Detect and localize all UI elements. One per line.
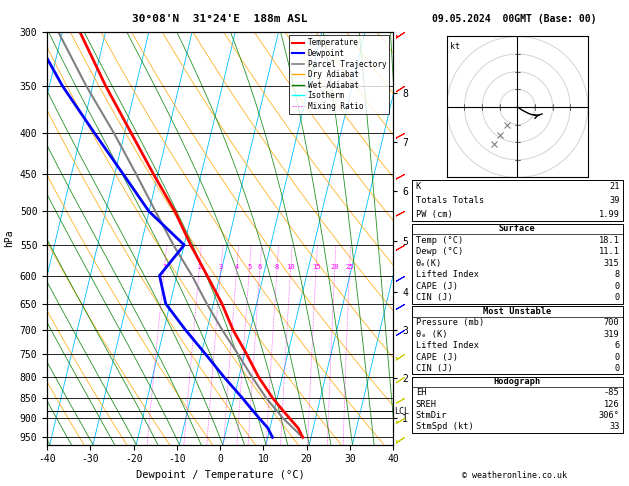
Text: Temp (°C): Temp (°C) bbox=[416, 236, 463, 244]
Text: Totals Totals: Totals Totals bbox=[416, 196, 484, 205]
Text: θₑ(K): θₑ(K) bbox=[416, 259, 442, 268]
Text: Hodograph: Hodograph bbox=[494, 378, 541, 386]
Text: 3: 3 bbox=[219, 264, 223, 270]
Text: Most Unstable: Most Unstable bbox=[483, 307, 552, 316]
Text: 10: 10 bbox=[286, 264, 295, 270]
Text: Dewp (°C): Dewp (°C) bbox=[416, 247, 463, 256]
Text: Lifted Index: Lifted Index bbox=[416, 341, 479, 350]
Text: 39: 39 bbox=[609, 196, 620, 205]
Text: K: K bbox=[416, 182, 421, 191]
Text: 315: 315 bbox=[604, 259, 620, 268]
Text: 0: 0 bbox=[615, 352, 620, 362]
Text: 1: 1 bbox=[162, 264, 166, 270]
Text: 18.1: 18.1 bbox=[599, 236, 620, 244]
Text: CIN (J): CIN (J) bbox=[416, 364, 452, 373]
Text: 30°08'N  31°24'E  188m ASL: 30°08'N 31°24'E 188m ASL bbox=[132, 14, 308, 24]
Text: -85: -85 bbox=[604, 388, 620, 398]
Text: 0: 0 bbox=[615, 364, 620, 373]
Text: 2: 2 bbox=[197, 264, 201, 270]
Text: 6: 6 bbox=[615, 341, 620, 350]
Text: LCL: LCL bbox=[394, 407, 409, 416]
Text: 4: 4 bbox=[235, 264, 239, 270]
Text: 0: 0 bbox=[615, 294, 620, 302]
Y-axis label: km
ASL: km ASL bbox=[417, 228, 432, 248]
Text: CIN (J): CIN (J) bbox=[416, 294, 452, 302]
Text: 25: 25 bbox=[345, 264, 353, 270]
Text: θₑ (K): θₑ (K) bbox=[416, 330, 447, 339]
Text: 700: 700 bbox=[604, 318, 620, 327]
Text: 6: 6 bbox=[258, 264, 262, 270]
Text: CAPE (J): CAPE (J) bbox=[416, 282, 458, 291]
Text: 126: 126 bbox=[604, 400, 620, 409]
Text: StmSpd (kt): StmSpd (kt) bbox=[416, 422, 474, 432]
Text: Surface: Surface bbox=[499, 225, 536, 233]
Text: 20: 20 bbox=[330, 264, 339, 270]
X-axis label: Dewpoint / Temperature (°C): Dewpoint / Temperature (°C) bbox=[136, 470, 304, 480]
Text: EH: EH bbox=[416, 388, 426, 398]
Text: 319: 319 bbox=[604, 330, 620, 339]
Text: 1.99: 1.99 bbox=[599, 210, 620, 219]
Y-axis label: hPa: hPa bbox=[4, 229, 14, 247]
Text: Pressure (mb): Pressure (mb) bbox=[416, 318, 484, 327]
Text: 0: 0 bbox=[615, 282, 620, 291]
Legend: Temperature, Dewpoint, Parcel Trajectory, Dry Adiabat, Wet Adiabat, Isotherm, Mi: Temperature, Dewpoint, Parcel Trajectory… bbox=[289, 35, 389, 114]
Text: 15: 15 bbox=[312, 264, 320, 270]
Text: 306°: 306° bbox=[599, 411, 620, 420]
Text: 21: 21 bbox=[609, 182, 620, 191]
Text: © weatheronline.co.uk: © weatheronline.co.uk bbox=[462, 471, 567, 480]
Text: PW (cm): PW (cm) bbox=[416, 210, 452, 219]
Text: CAPE (J): CAPE (J) bbox=[416, 352, 458, 362]
Text: SREH: SREH bbox=[416, 400, 437, 409]
Text: kt: kt bbox=[450, 42, 460, 51]
Text: 8: 8 bbox=[275, 264, 279, 270]
Text: 5: 5 bbox=[247, 264, 252, 270]
Text: 11.1: 11.1 bbox=[599, 247, 620, 256]
Text: 09.05.2024  00GMT (Base: 00): 09.05.2024 00GMT (Base: 00) bbox=[432, 14, 597, 24]
Text: Lifted Index: Lifted Index bbox=[416, 270, 479, 279]
Text: 8: 8 bbox=[615, 270, 620, 279]
Text: StmDir: StmDir bbox=[416, 411, 447, 420]
Text: 33: 33 bbox=[609, 422, 620, 432]
